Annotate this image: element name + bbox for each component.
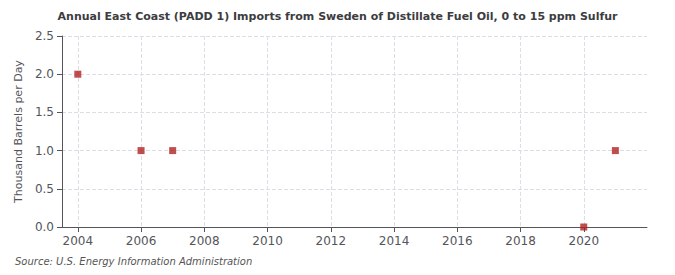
svg-text:2012: 2012 bbox=[316, 234, 347, 248]
svg-text:2.0: 2.0 bbox=[35, 67, 54, 81]
svg-text:2016: 2016 bbox=[442, 234, 473, 248]
svg-text:1.0: 1.0 bbox=[35, 144, 54, 158]
svg-text:2.5: 2.5 bbox=[35, 29, 54, 43]
svg-text:2004: 2004 bbox=[63, 234, 94, 248]
svg-text:Thousand Barrels per Day: Thousand Barrels per Day bbox=[12, 60, 25, 204]
svg-text:2018: 2018 bbox=[505, 234, 536, 248]
svg-text:1.5: 1.5 bbox=[35, 105, 54, 119]
svg-text:2008: 2008 bbox=[189, 234, 220, 248]
svg-text:0.0: 0.0 bbox=[35, 220, 54, 234]
svg-text:2010: 2010 bbox=[252, 234, 283, 248]
svg-text:2006: 2006 bbox=[126, 234, 157, 248]
svg-text:Annual East Coast (PADD 1) Imp: Annual East Coast (PADD 1) Imports from … bbox=[58, 10, 618, 23]
svg-text:2014: 2014 bbox=[379, 234, 410, 248]
svg-text:Source: U.S. Energy Informatio: Source: U.S. Energy Information Administ… bbox=[15, 256, 252, 267]
svg-text:2020: 2020 bbox=[568, 234, 599, 248]
svg-text:0.5: 0.5 bbox=[35, 182, 54, 196]
